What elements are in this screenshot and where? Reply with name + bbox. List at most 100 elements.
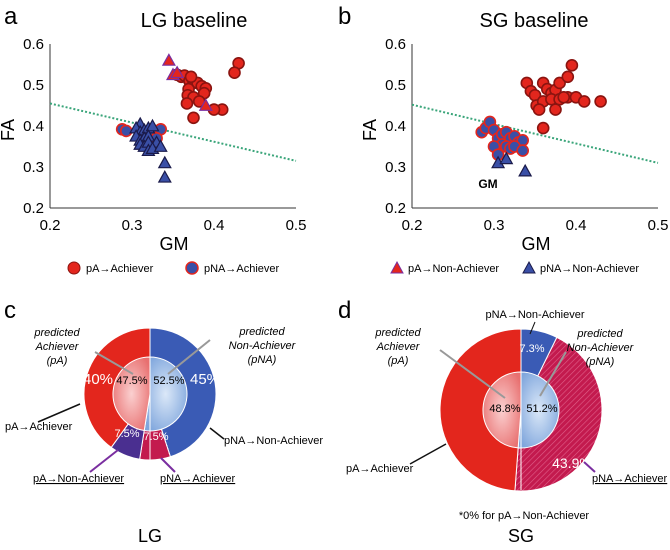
label-40: 40% [83, 371, 113, 388]
data-point [565, 59, 579, 72]
callout-line [167, 339, 211, 375]
y-tick-label: 0.2 [23, 200, 44, 217]
data-point [161, 53, 176, 66]
x-axis-label: GM [522, 234, 551, 254]
axes [49, 44, 296, 209]
data-point [180, 97, 194, 110]
x-axis-label: GM [160, 234, 189, 254]
inner-ring [112, 356, 188, 432]
x-tick-label: 0.2 [40, 217, 61, 234]
y-tick-label: 0.6 [23, 36, 44, 53]
pie-chart-lg: 40% 45% 47.5% 52.5% 7.5% 7.5% [83, 327, 220, 461]
data-point [561, 70, 575, 84]
y-tick-label: 0.3 [23, 159, 44, 176]
data-point [228, 66, 241, 79]
panel-letter-b: b [338, 3, 351, 30]
panel-letter-d: d [338, 297, 351, 324]
label-7-5-a: 7.5% [114, 428, 139, 440]
pie-slice-inner [143, 356, 188, 432]
label-45: 45% [190, 371, 220, 388]
scatter-panel-lg: LG baseline GM FA 0.2 0.3 0.4 0.50.20.30.40… [0, 10, 306, 254]
data-point [532, 103, 546, 116]
chart-title: LG baseline [141, 10, 248, 32]
callout-line [89, 449, 119, 473]
label-7-3: 7.3% [519, 343, 544, 355]
callout-line [439, 349, 506, 399]
data-point [145, 118, 160, 132]
data-point [119, 124, 133, 138]
pie-slice-inner [482, 371, 522, 449]
data-point [516, 144, 530, 157]
y-axis-label: FA [0, 119, 18, 141]
callout-pna-achiever: pNA→Achiever [592, 473, 668, 485]
data-point [594, 95, 607, 108]
panel-letter-a: a [4, 3, 18, 30]
callout-pa-achiever: pA→Achiever [5, 421, 73, 433]
inner-ring [482, 371, 560, 449]
label-inner-pa: 47.5% [116, 375, 147, 387]
callout-line [539, 351, 567, 397]
callout-pa-line1: predicted [374, 327, 421, 339]
data-point [553, 76, 566, 90]
callout-pa-achiever: pA→Achiever [346, 463, 414, 475]
axes [411, 44, 658, 209]
callout-pa-line1: predicted [33, 327, 80, 339]
pie-slice-inner [112, 356, 151, 432]
x-tick-label: 0.4 [204, 217, 225, 234]
callout-line [37, 403, 81, 423]
panel-letter-c: c [4, 297, 16, 324]
x-tick-label: 0.5 [286, 217, 307, 234]
label-inner-pna: 52.5% [153, 375, 184, 387]
scatter-panel-sg: SG baseline GM FA 0.2 0.3 0.4 0.50.20.30.40… [360, 10, 668, 254]
tick-labels: 0.2 0.3 0.4 0.5 0.2 0.3 0.4 0.5 0.6 [23, 36, 306, 234]
callout-pa-nonachiever: pA→Non-Achiever [33, 473, 124, 485]
callout-pna-line3: (pNA) [586, 356, 615, 368]
callout-pa-line2: Achiever [376, 341, 421, 353]
data-point [198, 98, 213, 111]
data-point [184, 70, 198, 84]
chart-title: SG baseline [480, 10, 589, 32]
callout-line [529, 321, 536, 335]
callout-line [160, 457, 176, 473]
pie-d-callouts: pNA→Non-Achiever predicted Achiever (pA)… [346, 309, 668, 546]
footnote: *0% for pA→Non-Achiever [459, 510, 590, 522]
callout-pa-line2: Achiever [35, 341, 80, 353]
x-tick-label: 0.5 [648, 217, 669, 234]
data-points [115, 53, 245, 183]
x-tick-label: 0.2 [402, 217, 423, 234]
data-point [499, 151, 514, 165]
data-point [577, 95, 591, 108]
slice-separator [160, 429, 171, 457]
callout-line [94, 351, 134, 375]
label-43-9: 43.9% [552, 455, 592, 471]
legend-label-pa-achiever: pA→Achiever [86, 263, 154, 275]
y-tick-label: 0.4 [23, 118, 44, 135]
pie-title: LG [138, 526, 162, 546]
y-axis-label: FA [360, 119, 380, 141]
pie-chart-sg: 7.3% 43.9% 48.8% 51.2% [439, 328, 603, 492]
label-7-5-b: 7.5% [143, 431, 168, 443]
callout-pna-line2: Non-Achiever [229, 340, 297, 352]
legend-label-pna-achiever: pNA→Achiever [204, 263, 280, 275]
x-tick-label: 0.3 [484, 217, 505, 234]
callout-pna-line2: Non-Achiever [567, 342, 635, 354]
pie-title: SG [508, 526, 534, 546]
y-tick-label: 0.4 [385, 118, 406, 135]
legend-marker-pa-nonachiever [390, 260, 404, 274]
callout-line [409, 443, 447, 465]
callout-pna-line1: predicted [238, 326, 285, 338]
y-tick-label: 0.5 [385, 77, 406, 94]
tick-labels: 0.2 0.3 0.4 0.5 0.2 0.3 0.4 0.5 0.6 [385, 36, 668, 234]
legend-label-pna-nonachiever: pNA→Non-Achiever [540, 263, 639, 275]
legend-marker-pna-nonachiever [522, 260, 536, 274]
data-point [187, 111, 200, 125]
callout-line [583, 461, 596, 473]
pie-slice-outer [439, 328, 522, 492]
data-points [475, 59, 607, 177]
legend-b: pA→Non-Achiever pNA→Non-Achiever [390, 260, 639, 275]
callout-pa-line3: (pA) [388, 355, 409, 367]
y-tick-label: 0.3 [385, 159, 406, 176]
x-tick-label: 0.4 [566, 217, 587, 234]
data-point [518, 163, 533, 177]
label-inner-pna: 51.2% [526, 403, 557, 415]
